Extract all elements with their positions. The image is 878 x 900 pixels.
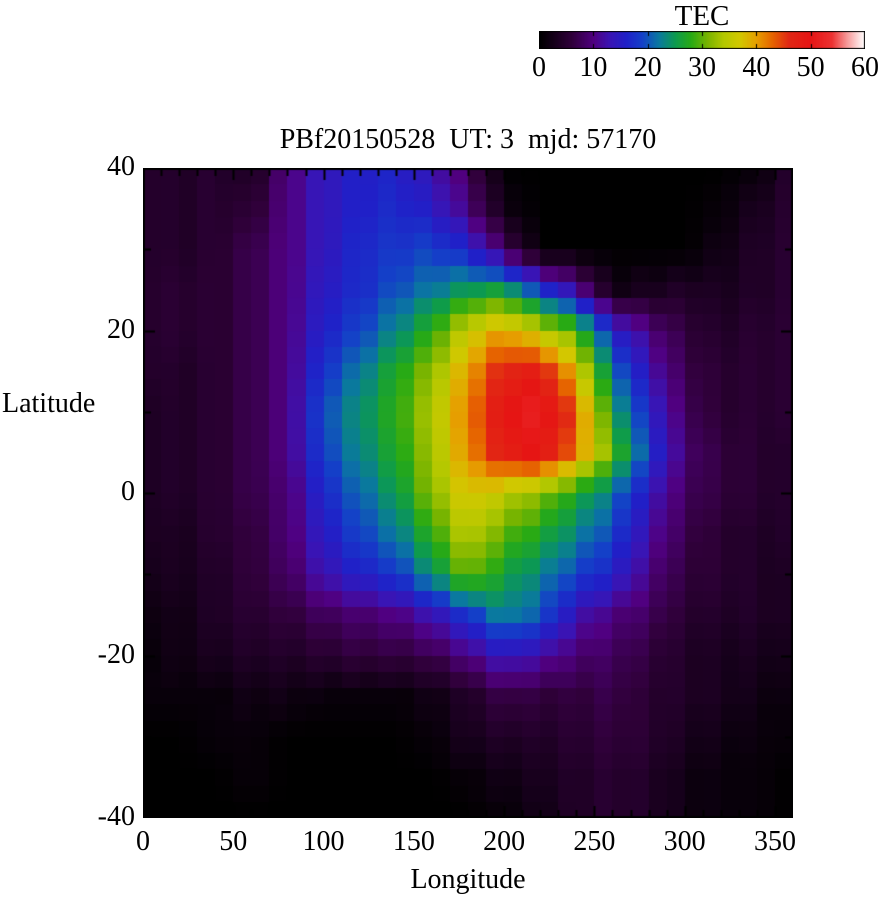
x-tick-label: 350 [753, 826, 796, 857]
x-tick-label: 250 [573, 826, 616, 857]
heatmap-canvas [143, 168, 793, 818]
x-tick-label: 50 [219, 826, 248, 857]
x-tick-label: 0 [136, 826, 150, 857]
y-axis-label: Latitude [2, 388, 96, 419]
y-tick-label: -40 [97, 801, 135, 832]
colorbar-tick-label: 30 [688, 52, 716, 83]
x-axis-tick-labels: 0 50 100 150 200 250 300 350 [136, 826, 796, 860]
colorbar-title: TEC [674, 0, 730, 32]
colorbar-tick-label: 50 [796, 52, 825, 83]
colorbar-tick-label: 0 [532, 52, 546, 83]
x-axis-label: Longitude [410, 864, 526, 895]
x-tick-label: 200 [483, 826, 526, 857]
y-tick-label: 0 [121, 476, 135, 507]
colorbar-tick-label: 60 [851, 52, 878, 83]
y-tick-label: 40 [107, 151, 135, 182]
colorbar-tick-label: 10 [579, 52, 608, 83]
y-tick-label: 20 [107, 313, 135, 345]
colorbar-tick-label: 40 [742, 52, 771, 83]
x-tick-label: 300 [663, 826, 706, 857]
x-tick-label: 150 [392, 826, 435, 857]
x-tick-label: 100 [302, 826, 345, 857]
colorbar-tick-label: 20 [633, 52, 662, 83]
colorbar-tick-labels: 0 10 20 30 40 50 60 [532, 52, 878, 86]
y-tick-label: -20 [97, 638, 135, 670]
colorbar-gradient [539, 31, 865, 49]
plot-title: PBf20150528 UT: 3 mjd: 57170 [279, 124, 657, 155]
